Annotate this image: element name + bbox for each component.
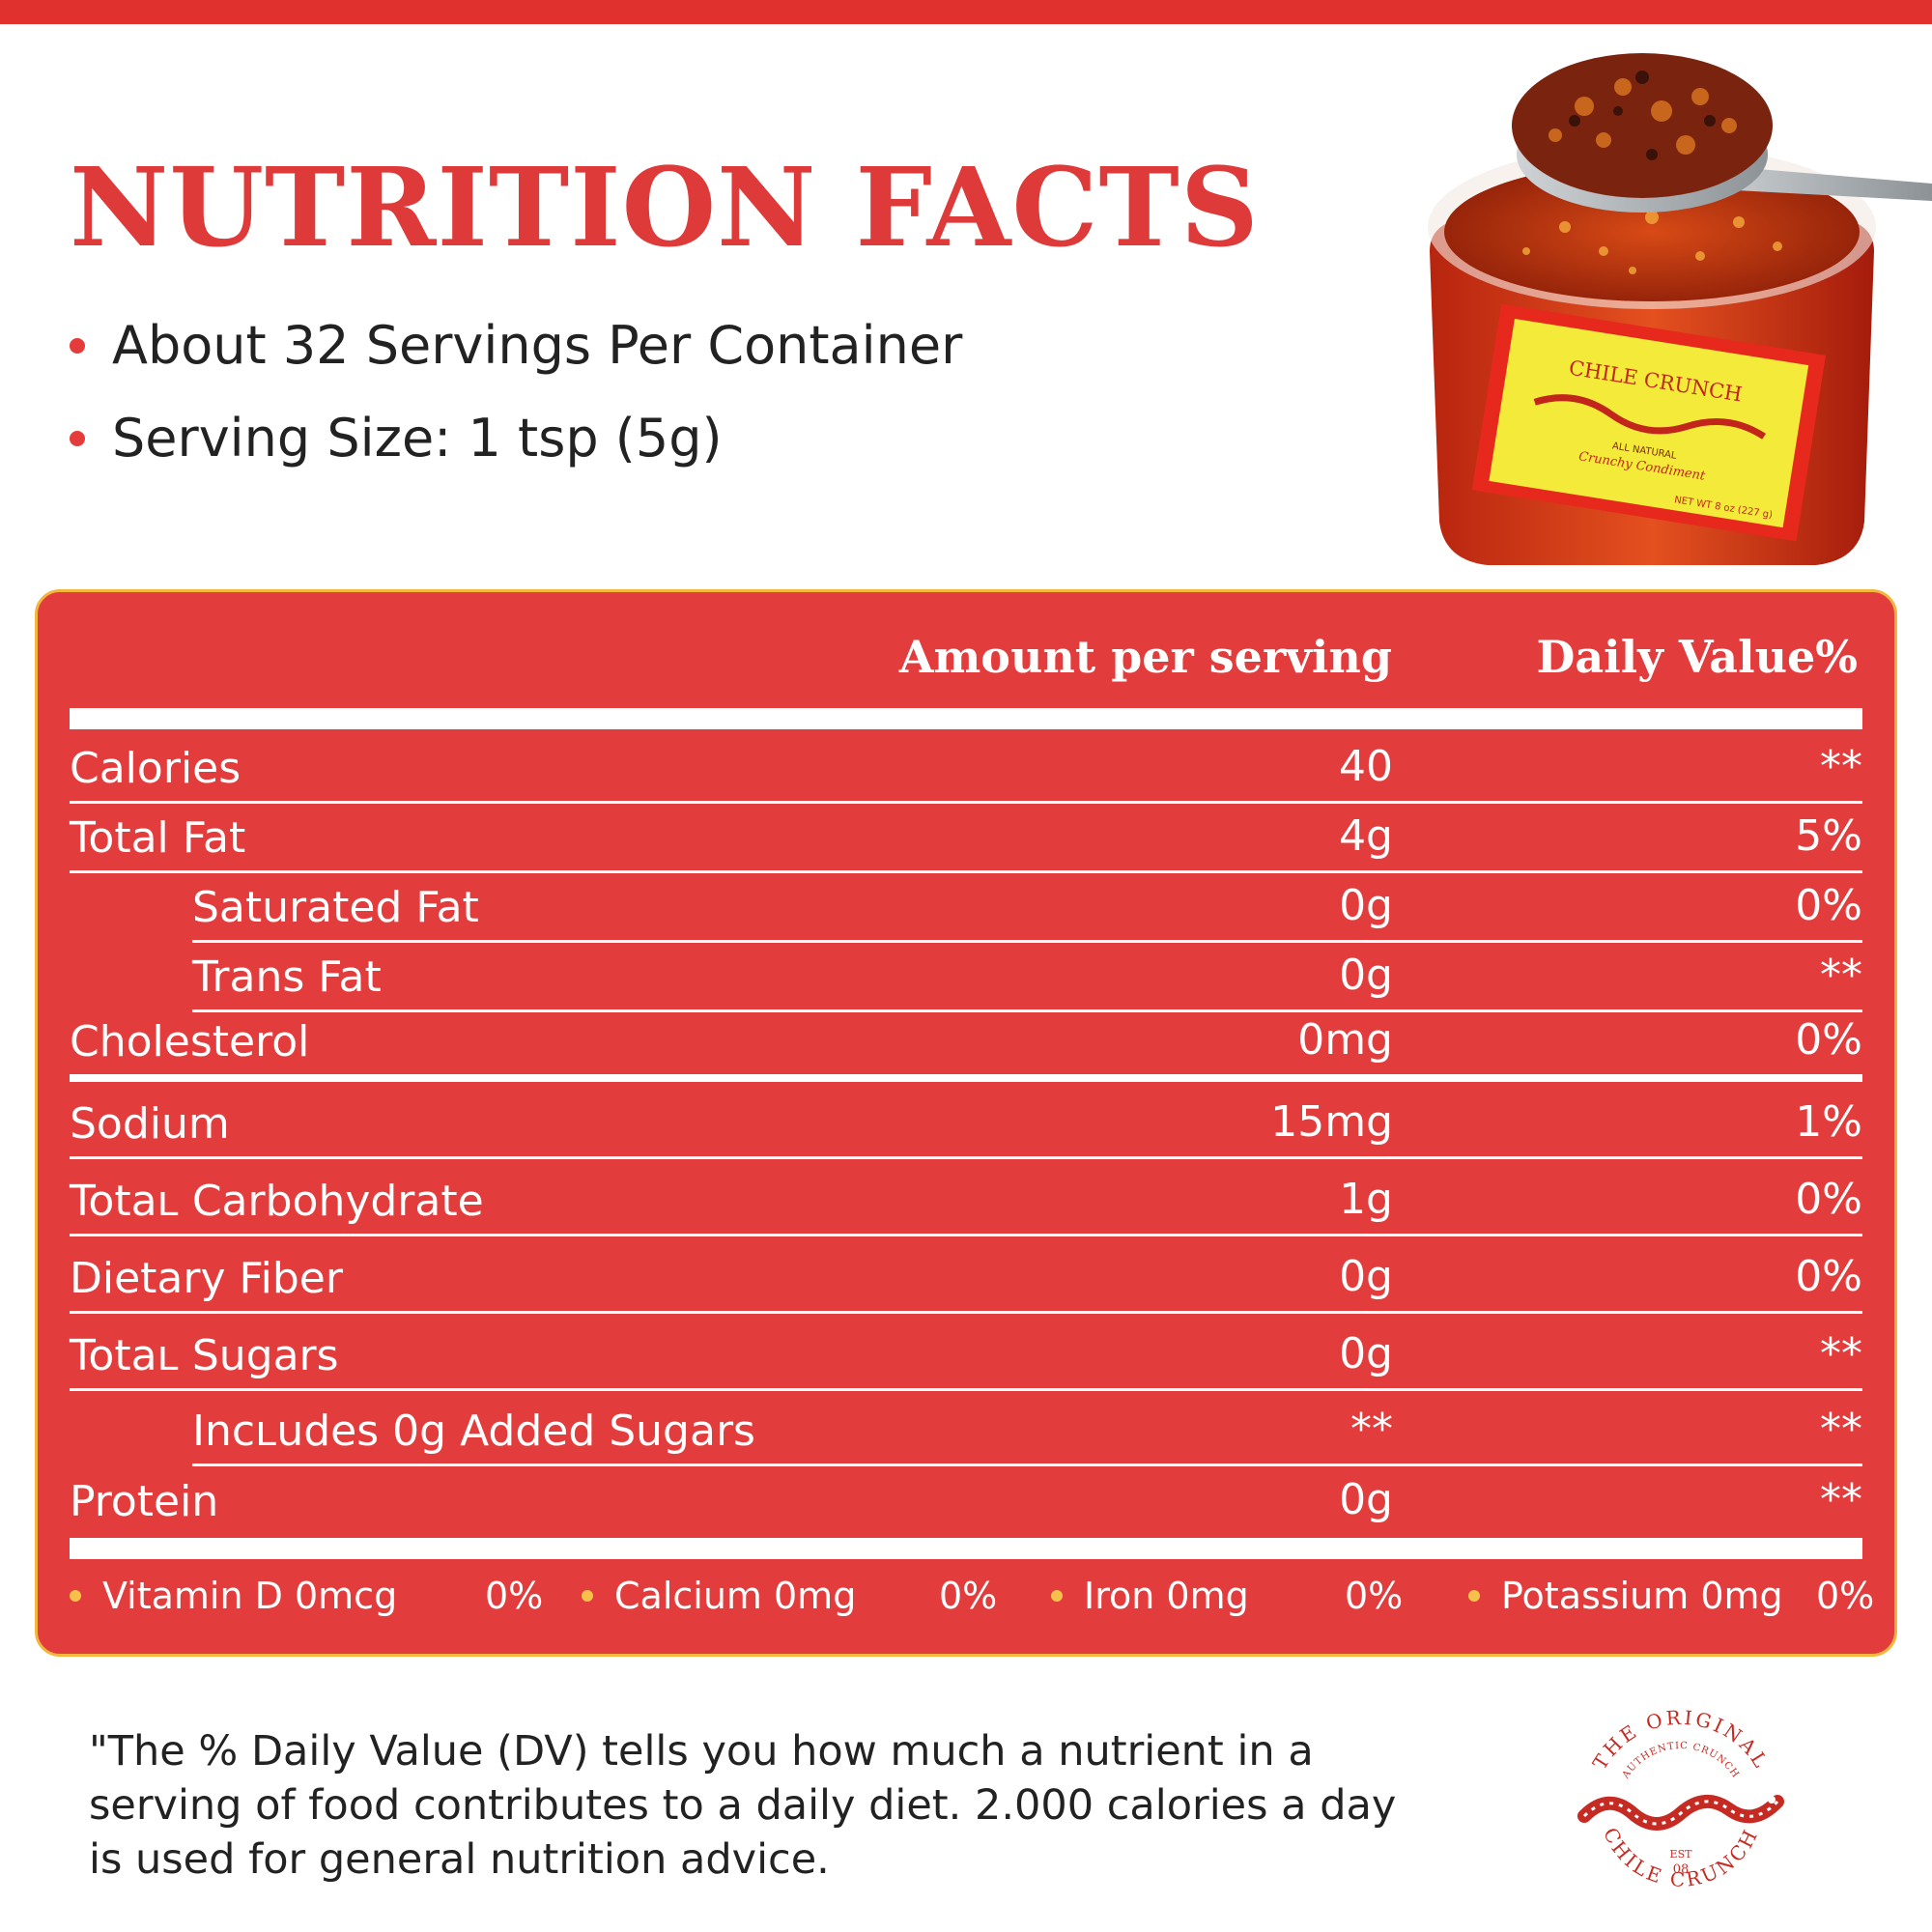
nutrient-amount: ** (1350, 1405, 1393, 1454)
nutrient-amount: 0g (1339, 1329, 1393, 1378)
nutrient-name: Sodium (70, 1099, 230, 1149)
nutrient-name: Trans Fat (192, 952, 382, 1002)
thick-divider-top (70, 708, 1862, 729)
nutrient-name: Totaʟ Carbohydrate (70, 1177, 484, 1226)
vitamin-daily-value: 0% (939, 1575, 998, 1617)
nutrient-row-added-sugars: Incʟudes 0g Added Sugars ** ** (192, 1391, 1862, 1466)
bullet-icon (1051, 1589, 1063, 1602)
nutrient-daily-value: ** (1820, 1475, 1862, 1524)
serving-size-text: Serving Size: 1 tsp (5g) (112, 408, 723, 469)
nutrient-amount: 0g (1339, 951, 1393, 1000)
nutrient-daily-value: 0% (1795, 881, 1862, 930)
servings-per-container: About 32 Servings Per Container (70, 299, 962, 392)
vitamin-name: Calcium 0mg (614, 1575, 857, 1617)
nutrient-name: Dietary Fiber (70, 1254, 343, 1303)
nutrient-row-calories: Calories 40 ** (70, 734, 1862, 804)
nutrient-daily-value: 0% (1795, 1252, 1862, 1301)
nutrient-amount: 40 (1339, 742, 1393, 791)
nutrient-name: Incʟudes 0g Added Sugars (192, 1406, 755, 1456)
nutrient-name: Total Fat (70, 813, 246, 863)
serving-info-list: About 32 Servings Per Container Serving … (70, 299, 962, 485)
nutrient-daily-value: 0% (1795, 1175, 1862, 1224)
logo-arc-sub-text: AUTHENTIC CRUNCH (1620, 1741, 1740, 1781)
nutrient-name: Protein (70, 1477, 219, 1526)
top-accent-bar (0, 0, 1932, 24)
nutrient-daily-value: 5% (1795, 811, 1862, 861)
nutrient-daily-value: ** (1820, 1329, 1862, 1378)
vitamin-item: Calcium 0mg (582, 1575, 856, 1617)
vitamin-item: Vitamin D 0mcg (70, 1575, 397, 1617)
nutrient-daily-value: ** (1820, 742, 1862, 791)
nutrient-name: Totaʟ Sugars (70, 1331, 339, 1380)
vitamins-row: Vitamin D 0mcg 0% Calcium 0mg 0% Iron 0m… (70, 1575, 1874, 1633)
page-title: NUTRITION FACTS (70, 145, 1260, 271)
nutrient-row-trans-fat: Trans Fat 0g ** (192, 943, 1862, 1012)
servings-per-container-text: About 32 Servings Per Container (112, 315, 963, 376)
nutrient-amount: 4g (1339, 811, 1393, 861)
vitamin-name: Iron 0mg (1084, 1575, 1249, 1617)
svg-text:AUTHENTIC CRUNCH: AUTHENTIC CRUNCH (1620, 1741, 1741, 1781)
svg-text:THE ORIGINAL: THE ORIGINAL (1588, 1706, 1774, 1774)
logo-est-text: EST (1670, 1848, 1693, 1861)
bullet-icon (70, 338, 85, 354)
nutrition-table-panel: Amount per serving Daily Value% Calories… (35, 589, 1897, 1657)
nutrient-daily-value: 1% (1795, 1097, 1862, 1147)
nutrient-row-cholesterol: Cholesterol 0mg 0% (70, 1012, 1862, 1082)
thick-divider-bottom (70, 1538, 1862, 1559)
vitamin-daily-value: 0% (485, 1575, 544, 1617)
vitamin-item: Potassium 0mg (1468, 1575, 1783, 1617)
nutrient-amount: 1g (1339, 1175, 1393, 1224)
nutrient-row-total-carbohydrate: Totaʟ Carbohydrate 1g 0% (70, 1159, 1862, 1236)
column-header-amount: Amount per serving (898, 631, 1392, 683)
bullet-icon (582, 1589, 593, 1602)
bullet-icon (1468, 1589, 1480, 1602)
nutrient-name: Cholesterol (70, 1017, 310, 1066)
bullet-icon (70, 431, 85, 446)
serving-size: Serving Size: 1 tsp (5g) (70, 392, 962, 485)
nutrient-name: Saturated Fat (192, 883, 479, 932)
daily-value-footnote: "The % Daily Value (DV) tells you how mu… (89, 1727, 1397, 1884)
nutrient-row-saturated-fat: Saturated Fat 0g 0% (192, 873, 1862, 943)
column-header-daily-value: Daily Value% (1536, 631, 1858, 683)
nutrient-amount: 0mg (1297, 1015, 1393, 1065)
vitamin-daily-value: 0% (1816, 1575, 1875, 1617)
logo-year-text: 08 (1673, 1862, 1690, 1877)
nutrient-rows: Calories 40 ** Total Fat 4g 5% Saturated… (70, 734, 1862, 1534)
nutrient-daily-value: 0% (1795, 1015, 1862, 1065)
nutrient-amount: 15mg (1270, 1097, 1393, 1147)
logo-arc-top-text: THE ORIGINAL (1588, 1706, 1771, 1774)
nutrient-row-dietary-fiber: Dietary Fiber 0g 0% (70, 1236, 1862, 1314)
vitamin-daily-value: 0% (1345, 1575, 1404, 1617)
nutrient-daily-value: ** (1820, 1405, 1862, 1454)
nutrient-row-total-fat: Total Fat 4g 5% (70, 804, 1862, 873)
nutrient-amount: 0g (1339, 1252, 1393, 1301)
nutrient-daily-value: ** (1820, 951, 1862, 1000)
nutrient-amount: 0g (1339, 1475, 1393, 1524)
vitamin-name: Vitamin D 0mcg (102, 1575, 398, 1617)
nutrient-amount: 0g (1339, 881, 1393, 930)
nutrient-name: Calories (70, 744, 242, 793)
nutrient-row-total-sugars: Totaʟ Sugars 0g ** (70, 1314, 1862, 1391)
vitamin-item: Iron 0mg (1051, 1575, 1249, 1617)
product-jar-image: CHILE CRUNCH ALL NATURAL Crunchy Condime… (1410, 19, 1932, 580)
nutrient-row-sodium: Sodium 15mg 1% (70, 1082, 1862, 1159)
bullet-icon (70, 1589, 81, 1602)
nutrient-row-protein: Protein 0g ** (70, 1466, 1862, 1534)
brand-seal-logo: THE ORIGINAL AUTHENTIC CRUNCH EST 08 CHI… (1565, 1695, 1797, 1927)
vitamin-name: Potassium 0mg (1501, 1575, 1783, 1617)
